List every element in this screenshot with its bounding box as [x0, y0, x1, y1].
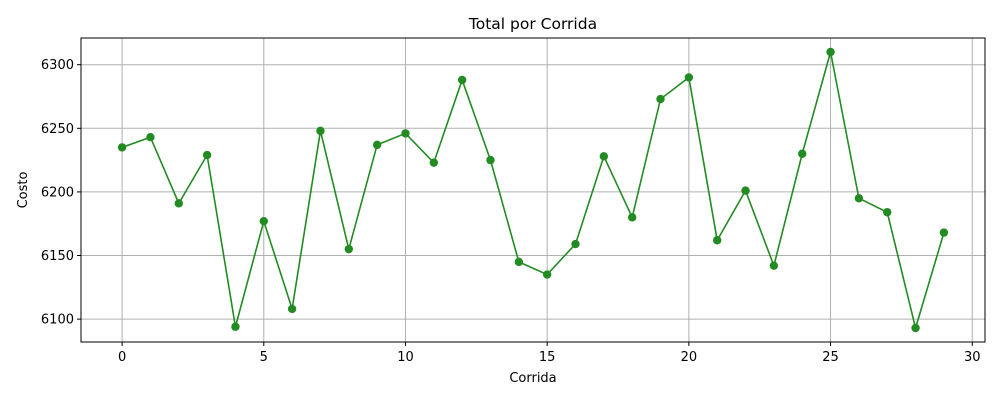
x-tick-label: 25: [822, 350, 839, 365]
data-point: [627, 213, 637, 222]
data-point: [259, 216, 268, 226]
x-tick-label: 20: [681, 350, 698, 365]
data-point: [344, 244, 353, 254]
x-tick-label: 15: [539, 350, 556, 365]
data-point: [542, 270, 552, 279]
x-tick-label: 30: [964, 350, 981, 365]
data-point: [911, 323, 920, 333]
chart-title: Total por Corrida: [468, 15, 597, 33]
data-point: [939, 228, 949, 237]
data-point: [146, 133, 155, 142]
y-axis-label: Costo: [16, 172, 31, 209]
data-point: [401, 129, 410, 138]
data-point: [684, 73, 694, 82]
y-tick-label: 6300: [41, 58, 74, 73]
data-point: [571, 239, 580, 249]
data-point: [514, 257, 524, 267]
y-tick-label: 6100: [41, 313, 74, 328]
data-point: [769, 261, 779, 270]
data-point: [486, 155, 495, 165]
plot-area-frame: [80, 37, 986, 343]
y-tick-label: 6250: [41, 122, 74, 137]
data-point: [202, 150, 212, 160]
y-tick-label: 6200: [41, 185, 74, 200]
data-point: [854, 194, 864, 203]
grid: [81, 38, 985, 342]
x-tick-label: 0: [118, 350, 126, 365]
data-point: [826, 47, 835, 57]
data-point: [599, 152, 609, 161]
data-point: [741, 186, 750, 195]
x-tick-label: 5: [260, 350, 268, 365]
x-tick-label: 10: [397, 350, 414, 365]
x-axis-label: Corrida: [509, 371, 556, 386]
data-point: [656, 94, 665, 104]
data-point: [231, 322, 240, 331]
data-point: [372, 140, 382, 150]
axis-ticks: 0 5 10 15 20 25 30 6100 6150 6200 6250 6300: [41, 58, 981, 365]
y-tick-label: 6150: [41, 249, 74, 264]
data-point: [429, 158, 439, 167]
data-point: [457, 75, 467, 85]
data-point: [883, 208, 892, 217]
data-point: [287, 304, 297, 314]
series-layer: [117, 47, 949, 333]
data-point: [316, 126, 325, 136]
series-line: [121, 51, 945, 332]
data-point: [117, 143, 127, 152]
data-point: [713, 236, 722, 245]
data-point: [174, 199, 183, 208]
data-point: [798, 149, 807, 158]
